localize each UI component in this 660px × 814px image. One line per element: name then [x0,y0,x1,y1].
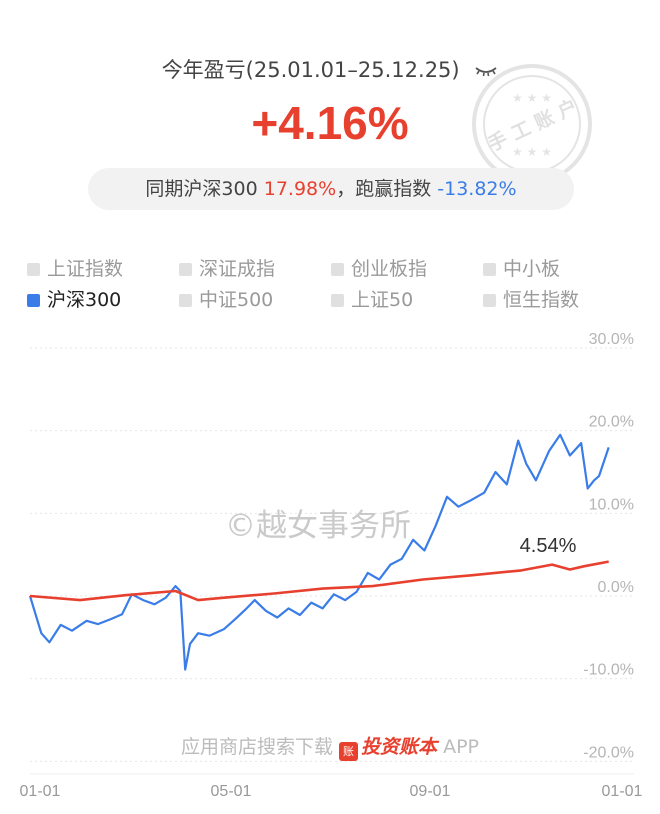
legend-label: 中小板 [503,258,561,280]
legend-swatch [179,294,192,307]
legend-swatch [483,294,496,307]
y-tick-label: -10.0% [583,662,634,679]
page-title: 今年盈亏(25.01.01–25.12.25) [0,54,660,84]
legend-item-csi500[interactable]: 中证500 [179,287,273,313]
app-download-mark: 应用商店搜索下载 账投资账本 APP [0,732,660,761]
legend-label: 恒生指数 [503,289,580,311]
legend-swatch [331,263,344,276]
app-suffix: APP [437,736,480,758]
legend-swatch [483,263,496,276]
return-chart: 30.0% 20.0% 10.0% 0.0% -10.0% -20.0% 01-01 05-0… [20,331,643,800]
x-tick-label: 01-01 [602,783,643,800]
svg-text:★ ★ ★: ★ ★ ★ [512,91,552,105]
period-title: 今年盈亏(25.01.01–25.12.25) [161,58,460,82]
legend-label: 上证指数 [47,258,124,280]
profit-value: +4.16% [251,97,409,149]
legend-swatch [179,263,192,276]
legend-item-sme[interactable]: 中小板 [483,256,560,282]
y-tick-label: 20.0% [589,414,634,431]
legend-swatch [27,263,40,276]
portfolio-line [29,560,609,602]
legend-item-hsi[interactable]: 恒生指数 [483,287,579,313]
ledger-logo-icon: 账 [339,742,359,761]
excess-return: -13.82% [437,178,517,200]
y-tick-label: 30.0% [589,331,634,348]
legend-label: 上证50 [351,289,414,311]
legend-item-szse[interactable]: 深证成指 [179,256,275,282]
svg-text:★ ★ ★: ★ ★ ★ [512,145,552,159]
legend-label: 创业板指 [351,258,428,280]
benchmark-mid: ，跑赢指数 [336,178,432,200]
legend-label: 中证500 [199,289,274,311]
legend-item-chinext[interactable]: 创业板指 [331,256,427,282]
benchmark-comparison: 同期沪深300 17.98%，跑赢指数 -13.82% [88,168,574,210]
benchmark-return: 17.98% [263,178,337,200]
legend-label: 深证成指 [199,258,276,280]
legend-swatch [331,294,344,307]
y-tick-label: 0.0% [598,579,634,596]
x-tick-label: 01-01 [20,783,61,800]
legend-swatch [27,294,40,307]
eye-closed-icon[interactable] [474,64,498,78]
app-brand: 投资账本 [361,736,438,758]
legend-item-sse50[interactable]: 上证50 [331,287,413,313]
copyright-watermark: ©越女事务所 [225,508,411,544]
legend-item-csi300[interactable]: 沪深300 [27,287,121,313]
download-hint: 应用商店搜索下载 [180,736,333,758]
x-tick-label: 09-01 [410,783,451,800]
legend-item-sse[interactable]: 上证指数 [27,256,123,282]
x-tick-label: 05-01 [211,783,252,800]
benchmark-prefix: 同期沪深300 [145,178,258,200]
legend-label: 沪深300 [47,289,122,311]
y-tick-label: 10.0% [589,496,634,513]
y-tick-label: -20.0% [583,744,634,761]
end-value-label: 4.54% [520,535,577,557]
